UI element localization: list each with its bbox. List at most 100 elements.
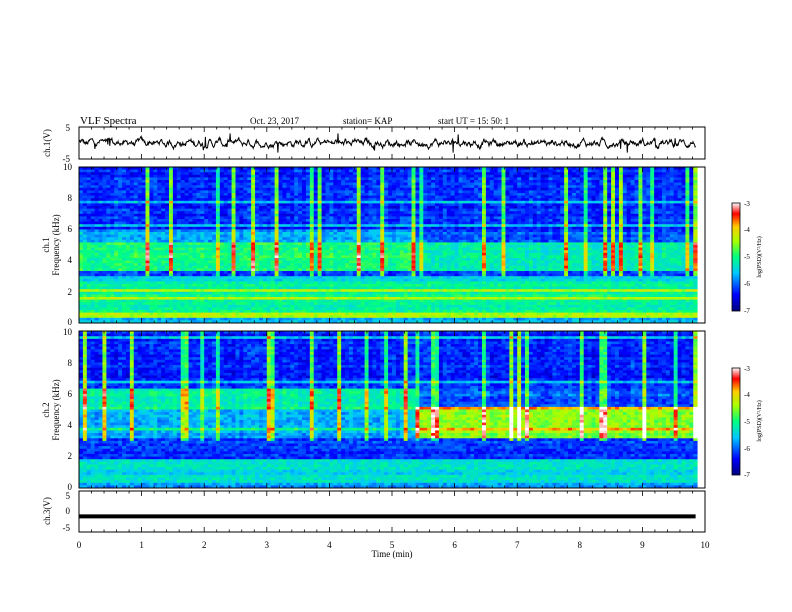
ch1-waveform-ytick-bottom: -5 [63, 154, 71, 164]
spectrogram-cell [352, 193, 358, 196]
spectrogram-cell [137, 211, 142, 215]
spectrogram-cell [305, 302, 311, 306]
spectrogram-cell [106, 297, 111, 300]
spectrogram-cell [341, 265, 346, 269]
spectrogram-cell [317, 239, 322, 243]
spectrogram-cell [137, 299, 142, 303]
spectrogram-cell [376, 232, 381, 235]
spectrogram-cell [79, 200, 84, 204]
spectrogram-cell [333, 320, 338, 324]
spectrogram-cell [219, 315, 225, 319]
spectrogram-cell [321, 226, 326, 230]
spectrogram-cell [129, 258, 135, 261]
spectrogram-cell [204, 310, 209, 313]
spectrogram-cell [196, 169, 201, 173]
spectrogram-cell [348, 263, 354, 267]
spectrogram-cell [168, 195, 174, 199]
spectrogram-cell [161, 229, 166, 233]
spectrogram-cell [255, 169, 260, 173]
spectrogram-cell [294, 284, 299, 287]
spectrogram-cell [388, 276, 393, 280]
spectrogram-cell [309, 237, 315, 241]
spectrogram-cell [231, 221, 236, 225]
spectrogram-cell [176, 180, 182, 183]
spectrogram-cell [278, 221, 283, 225]
spectrogram-cell [286, 203, 291, 207]
spectrogram-cell [298, 232, 303, 235]
spectrogram-cell [274, 258, 279, 261]
spectrogram-cell [341, 291, 346, 295]
spectrogram-cell [302, 312, 307, 316]
spectrogram-cell [165, 263, 170, 267]
spectrogram-cell [364, 284, 369, 287]
spectrogram-cell [380, 177, 385, 181]
spectrogram-cell [348, 242, 354, 246]
spectrogram-cell [270, 229, 276, 233]
spectrogram-cell [376, 213, 381, 217]
spectrogram-cell [153, 278, 158, 282]
spectrogram-cell [325, 182, 330, 186]
spectrogram-cell [90, 252, 96, 256]
spectrogram-cell [298, 195, 303, 199]
spectrogram-cell [235, 312, 240, 316]
spectrogram-cell [341, 174, 346, 178]
spectrogram-cell [118, 177, 123, 181]
spectrogram-cell [317, 265, 322, 269]
spectrogram-cell [302, 260, 307, 264]
spectrogram-cell [395, 190, 401, 194]
spectrogram-cell [302, 271, 307, 274]
spectrogram-cell [219, 291, 225, 295]
spectrogram-cell [286, 263, 291, 267]
spectrogram-cell [133, 317, 139, 321]
spectrogram-cell [290, 229, 295, 233]
spectrogram-cell [341, 193, 346, 196]
spectrogram-cell [161, 312, 166, 316]
spectrogram-cell [239, 216, 244, 220]
spectrogram-cell [329, 320, 334, 324]
spectrogram-cell [133, 177, 139, 181]
spectrogram-cell [392, 255, 397, 259]
spectrogram-cell [184, 193, 189, 196]
spectrogram-cell [317, 250, 322, 254]
spectrogram-cell [392, 224, 397, 228]
spectrogram-cell [364, 291, 369, 295]
spectrogram-cell [298, 307, 303, 311]
spectrogram-cell [376, 250, 381, 254]
spectrogram-cell [204, 206, 209, 209]
spectrogram-cell [219, 242, 225, 246]
spectrogram-cell [157, 213, 162, 217]
spectrogram-cell [376, 187, 381, 191]
spectrogram-cell [90, 302, 96, 306]
spectrogram-cell [192, 291, 197, 295]
spectrogram-cell [360, 286, 366, 290]
spectrogram-cell [302, 232, 307, 235]
spectrogram-cell [110, 198, 115, 202]
spectrogram-cell [133, 167, 139, 170]
spectrogram-cell [329, 198, 334, 202]
spectrogram-cell [372, 265, 377, 269]
spectrogram-cell [184, 299, 189, 303]
spectrogram-cell [364, 187, 369, 191]
spectrogram-cell [172, 198, 178, 202]
spectrogram-cell [196, 211, 201, 215]
spectrogram-cell [290, 299, 295, 303]
spectrogram-cell [110, 219, 115, 222]
spectrogram-cell [251, 172, 256, 176]
spectrogram-cell [235, 182, 240, 186]
spectrogram-cell [302, 200, 307, 204]
spectrogram-cell [321, 307, 326, 311]
spectrogram-cell [106, 213, 111, 217]
spectrogram-cell [294, 312, 299, 316]
spectrogram-cell [133, 271, 139, 274]
spectrogram-cell [125, 271, 131, 274]
spectrogram-cell [282, 232, 287, 235]
spectrogram-cell [399, 245, 405, 248]
spectrogram-cell [309, 252, 315, 256]
spectrogram-cell [372, 284, 377, 287]
spectrogram-cell [286, 299, 291, 303]
spectrogram-cell [196, 195, 201, 199]
spectrogram-cell [161, 234, 166, 238]
spectrogram-cell [149, 195, 154, 199]
spectrogram-cell [321, 242, 326, 246]
spectrogram-cell [356, 193, 362, 196]
